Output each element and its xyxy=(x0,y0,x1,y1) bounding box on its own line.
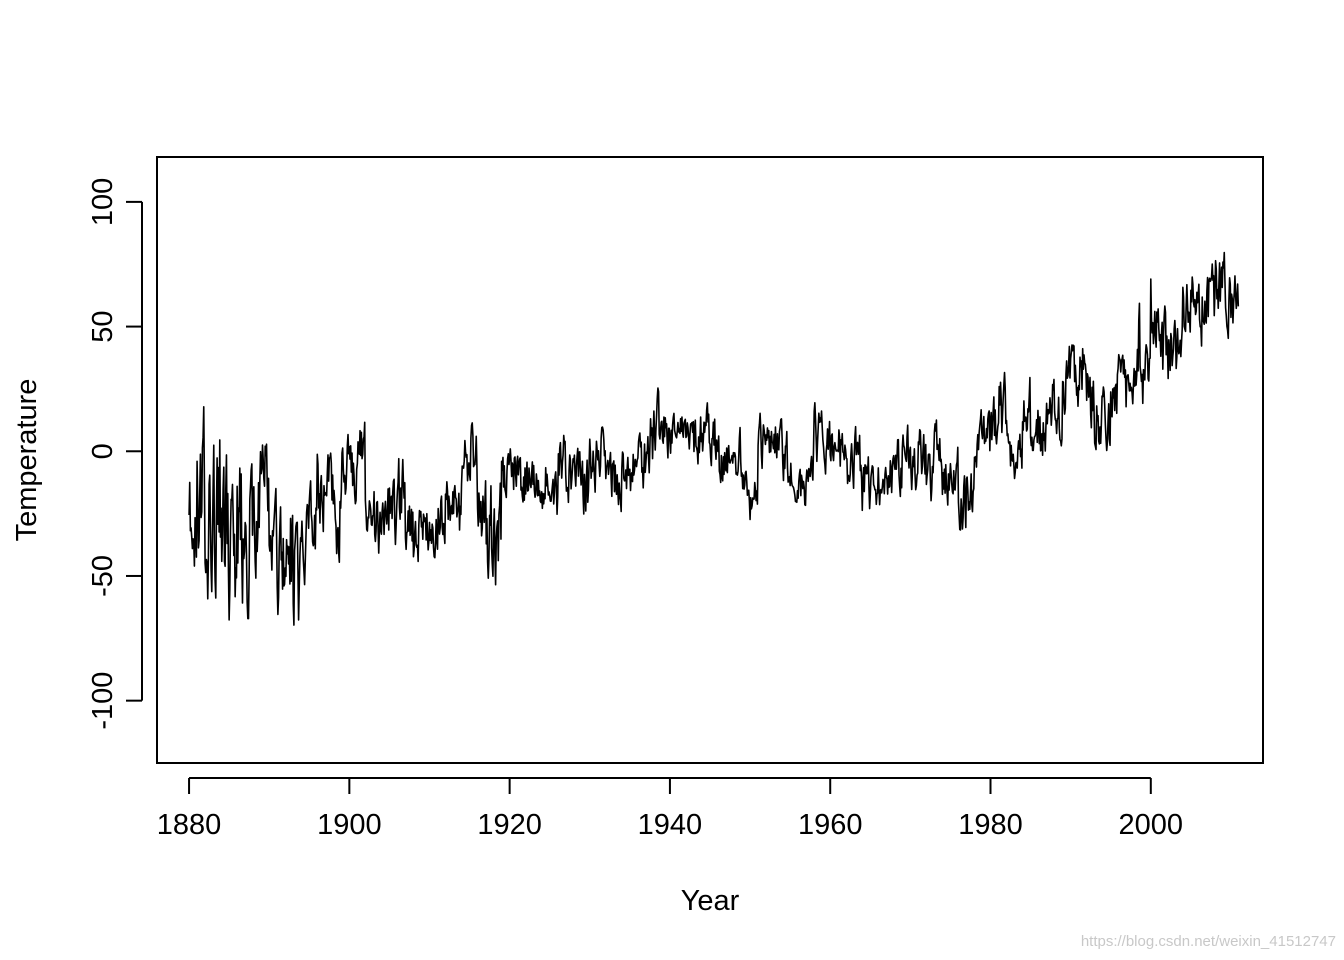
x-tick-label: 1960 xyxy=(798,809,863,841)
y-tick-label: 100 xyxy=(87,178,119,226)
x-tick-label: 1940 xyxy=(638,809,703,841)
watermark-text: https://blog.csdn.net/weixin_41512747 xyxy=(1080,933,1336,950)
series-line-temperature xyxy=(188,251,1240,626)
x-axis-title: Year xyxy=(681,885,740,917)
y-tick-label: 50 xyxy=(87,310,119,342)
x-tick-label: 1920 xyxy=(477,809,542,841)
series-layer xyxy=(188,251,1240,626)
x-axis: 1880 1900 1920 1940 1960 1980 2000 xyxy=(157,777,1184,841)
x-tick-label: 2000 xyxy=(1119,809,1184,841)
x-tick-label: 1880 xyxy=(157,809,222,841)
y-axis-title: Temperature xyxy=(11,379,43,542)
y-tick-label: -50 xyxy=(87,555,119,597)
x-tick-label: 1980 xyxy=(958,809,1023,841)
plot-frame xyxy=(156,156,1264,764)
x-tick-label: 1900 xyxy=(317,809,382,841)
y-tick-label: -100 xyxy=(87,672,119,730)
y-tick-label: 0 xyxy=(87,443,119,459)
y-axis: -100 -50 0 50 100 xyxy=(87,178,143,730)
